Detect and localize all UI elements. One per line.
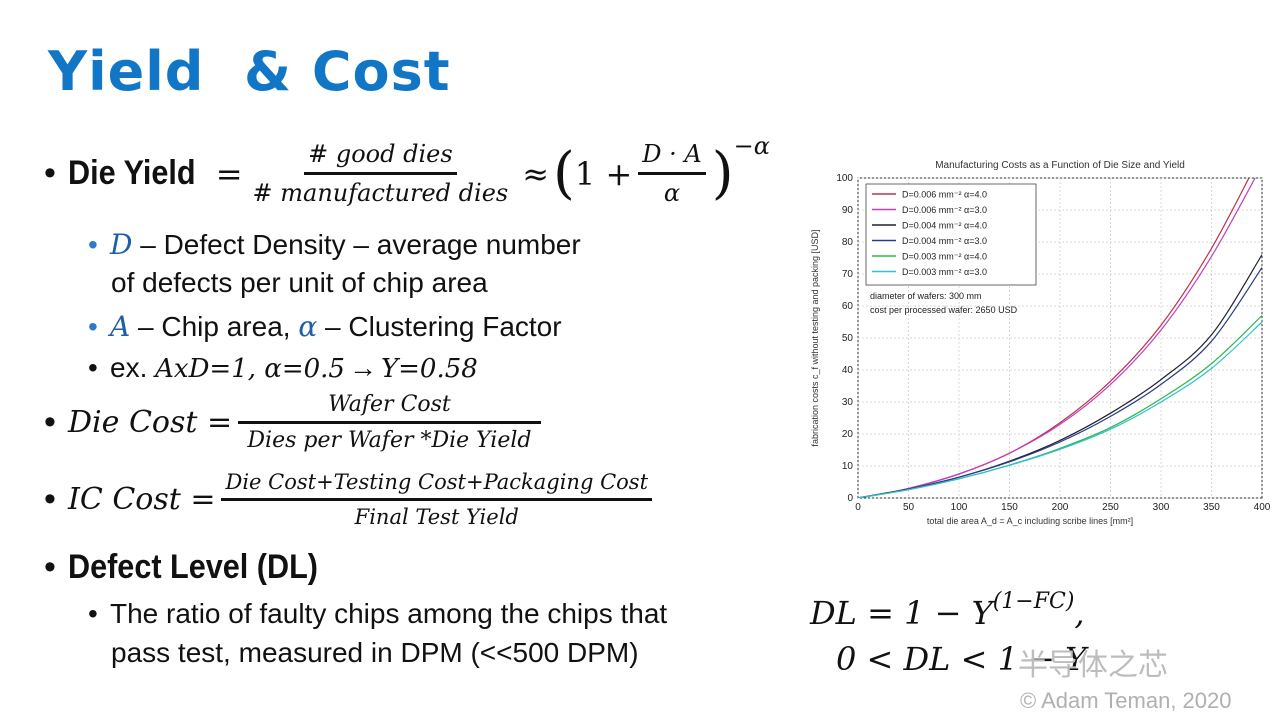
y-tick-label: 90 (842, 205, 854, 216)
x-tick-label: 250 (1102, 502, 1119, 513)
clustering-fraction: D · A α (638, 140, 706, 207)
sub-bullet-example: • ex. AxD=1, α=0.5 → Y=0.58 (88, 352, 478, 384)
sub-bullet-defect-density: • D – Defect Density – average number (88, 228, 688, 261)
series-line-3 (858, 267, 1262, 498)
x-tick-label: 150 (1001, 502, 1018, 513)
x-tick-label: 350 (1203, 502, 1220, 513)
defect-ratio-text: The ratio of faulty chips among the chip… (110, 598, 668, 629)
clustering-numerator: D · A (638, 140, 706, 175)
series-line-5 (858, 321, 1262, 498)
defect-density-text: – Defect Density – average number (132, 229, 581, 260)
legend-entry: D=0.006 mm⁻² α=4.0 (902, 190, 987, 200)
bullet-ic-cost: • IC Cost = Die Cost+Testing Cost+Packag… (44, 470, 658, 529)
chip-area-text: – Chip area, (130, 311, 299, 342)
sub-bullet-dot: • (88, 598, 98, 629)
die-cost-numerator: Wafer Cost (238, 392, 541, 424)
legend-entry: D=0.004 mm⁻² α=4.0 (902, 221, 987, 231)
y-tick-label: 60 (842, 301, 854, 312)
die-yield-fraction: # good dies # manufactured dies (249, 140, 513, 207)
bullet-dot: • (44, 403, 56, 441)
bullet-dot: • (44, 548, 56, 586)
equals-sign: = (215, 154, 243, 193)
legend-entry: D=0.006 mm⁻² α=3.0 (902, 205, 987, 215)
paren-open: ( (553, 141, 575, 206)
dl-eq1-comma: , (1074, 594, 1085, 632)
sub-bullet-dot: • (88, 311, 98, 342)
y-tick-label: 10 (842, 461, 854, 472)
paren-close: ) (711, 141, 734, 206)
y-tick-label: 0 (847, 493, 853, 504)
bullet-die-yield: • Die Yield = # good dies # manufactured… (44, 132, 770, 208)
legend-entry: D=0.004 mm⁻² α=3.0 (902, 236, 987, 246)
symbol-a: A (110, 310, 131, 343)
ic-cost-fraction: Die Cost+Testing Cost+Packaging Cost Fin… (221, 470, 653, 529)
dl-eq1-lhs: DL = 1 − Y (810, 594, 993, 632)
symbol-d: D (110, 228, 133, 261)
die-cost-fraction: Wafer Cost Dies per Wafer *Die Yield (238, 392, 541, 453)
example-expression: AxD=1, α=0.5 (155, 354, 345, 384)
dl-eq1-exponent: (1−FC) (992, 589, 1075, 614)
y-tick-label: 100 (836, 173, 853, 184)
ic-cost-numerator: Die Cost+Testing Cost+Packaging Cost (221, 470, 653, 501)
defect-level-label: Defect Level (DL) (68, 548, 318, 586)
ic-cost-label: IC Cost = (68, 482, 216, 517)
y-tick-label: 20 (842, 429, 854, 440)
x-axis-label: total die area A_d = A_c including scrib… (927, 516, 1133, 526)
clustering-text: – Clustering Factor (317, 311, 562, 342)
example-result: Y=0.58 (380, 354, 478, 384)
dl-equation-2: 0 < DL < 1 − Y (836, 640, 1087, 678)
x-tick-label: 200 (1052, 502, 1069, 513)
exponent-alpha: −α (733, 131, 770, 160)
sub-bullet-defect-ratio: • The ratio of faulty chips among the chi… (88, 598, 667, 630)
annotation-text: diameter of wafers: 300 mm (870, 291, 982, 301)
die-yield-label: Die Yield (68, 154, 196, 192)
die-cost-denominator: Dies per Wafer *Die Yield (247, 428, 532, 453)
bullet-die-cost: • Die Cost = Wafer Cost Dies per Wafer *… (44, 392, 547, 453)
annotation-text: cost per processed wafer: 2650 USD (870, 305, 1018, 315)
slide-title: Yield & Cost (48, 40, 451, 103)
y-axis-label: fabrication costs c_f without testing an… (810, 229, 820, 446)
y-tick-label: 30 (842, 397, 854, 408)
bullet-defect-level: • Defect Level (DL) (44, 548, 346, 587)
x-tick-label: 300 (1153, 502, 1170, 513)
cost-chart-svg: 0 50 100 150 200 250 300 350 400 0 10 20 30 40 50 60 70 8… (810, 160, 1271, 526)
sub-bullet-dot: • (88, 352, 98, 383)
approx-sign: ≈ (522, 154, 550, 193)
die-yield-numerator: # good dies (304, 140, 457, 175)
one-plus: 1 + (574, 154, 633, 193)
series-line-1 (858, 178, 1256, 498)
copyright-text: © Adam Teman, 2020 (1020, 688, 1232, 713)
legend-entry: D=0.003 mm⁻² α=4.0 (902, 252, 987, 262)
bullet-dot: • (44, 154, 56, 192)
x-tick-label: 100 (951, 502, 968, 513)
x-tick-label: 50 (903, 502, 915, 513)
x-tick-label: 0 (855, 502, 861, 513)
bullet-dot: • (44, 480, 56, 518)
die-yield-denominator: # manufactured dies (252, 179, 509, 207)
y-tick-label: 40 (842, 365, 854, 376)
y-tick-label: 50 (842, 333, 854, 344)
legend-entry: D=0.003 mm⁻² α=3.0 (902, 267, 987, 277)
chart-title: Manufacturing Costs as a Function of Die… (935, 160, 1185, 171)
defect-ratio-text-cont: pass test, measured in DPM (<<500 DPM) (111, 637, 639, 668)
ic-cost-denominator: Final Test Yield (354, 505, 519, 529)
x-tick-label: 400 (1254, 502, 1271, 513)
watermark-text: 半导体之芯 (1018, 649, 1168, 682)
arrow-icon: → (348, 352, 377, 383)
y-tick-label: 70 (842, 269, 854, 280)
dl-equation-1: DL = 1 − Y(1−FC), (810, 589, 1085, 632)
die-cost-label: Die Cost = (68, 405, 233, 440)
example-prefix: ex. (110, 352, 156, 383)
sub-bullet-chip-area: • A – Chip area, α – Clustering Factor (88, 310, 562, 343)
y-tick-label: 80 (842, 237, 854, 248)
symbol-alpha: α (298, 310, 318, 343)
defect-density-text-cont: of defects per unit of chip area (111, 267, 488, 298)
cost-chart: 0 50 100 150 200 250 300 350 400 0 10 20 30 40 50 60 70 8… (806, 152, 1276, 532)
sub-bullet-dot: • (88, 229, 98, 260)
clustering-denominator: α (663, 179, 681, 207)
legend-box (865, 183, 1037, 286)
